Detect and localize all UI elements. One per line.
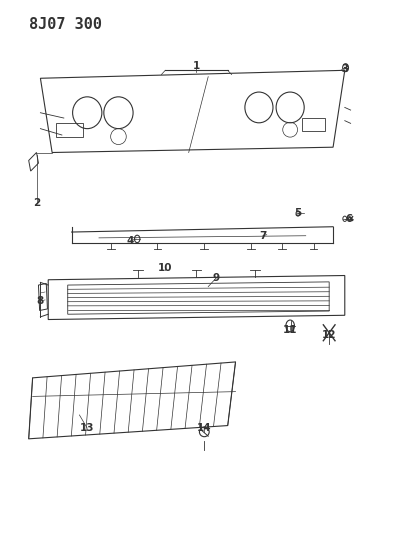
Text: 2: 2 (33, 198, 40, 208)
Text: 11: 11 (283, 325, 298, 335)
Text: 10: 10 (158, 263, 173, 272)
Text: 6: 6 (345, 214, 352, 224)
Text: 9: 9 (213, 273, 220, 283)
Text: 3: 3 (341, 64, 349, 74)
Text: 1: 1 (193, 61, 200, 71)
Bar (302, 118, 325, 131)
Text: 8J07 300: 8J07 300 (29, 17, 102, 33)
Text: 13: 13 (80, 423, 94, 433)
Text: 5: 5 (294, 208, 301, 219)
Text: 4: 4 (127, 236, 134, 246)
Text: 14: 14 (197, 423, 211, 433)
Text: 8: 8 (37, 296, 44, 306)
Text: 7: 7 (259, 231, 266, 241)
Text: 12: 12 (322, 330, 336, 341)
Bar (56, 123, 83, 136)
